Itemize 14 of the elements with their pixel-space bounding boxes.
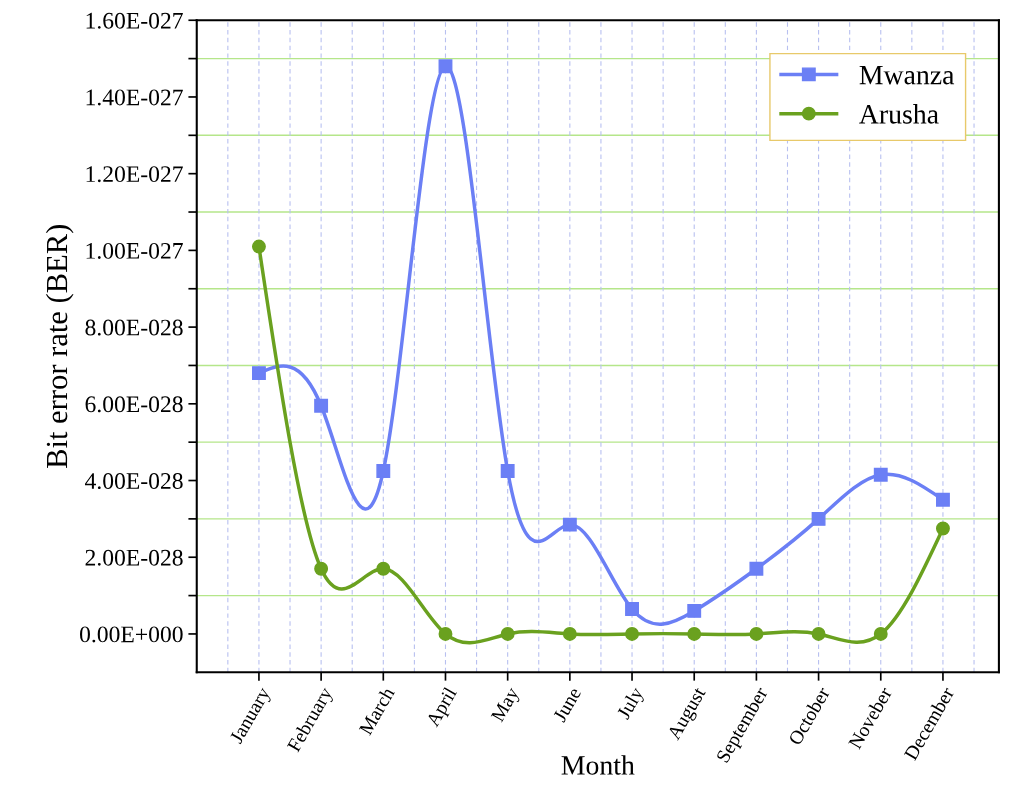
y-tick-label: 0.00E+000	[79, 626, 183, 643]
y-tick-label: 8.00E-028	[85, 319, 183, 336]
y-tick-label: 4.00E-028	[85, 473, 183, 490]
y-tick-label: 6.00E-028	[85, 396, 183, 413]
legend-label: Arusha	[859, 104, 939, 124]
x-axis-title: Month	[561, 755, 635, 775]
x-tick-label: July	[616, 685, 648, 723]
y-tick-label: 1.20E-027	[86, 166, 183, 183]
y-tick-label: 1.60E-027	[86, 12, 183, 29]
y-tick-label: 1.00E-027	[86, 242, 183, 259]
legend-label: Mwanza	[859, 65, 955, 85]
y-axis-title: Bit error rate (BER)	[45, 225, 74, 468]
y-tick-label: 1.40E-027	[86, 89, 183, 106]
y-tick-label: 2.00E-028	[85, 549, 183, 566]
